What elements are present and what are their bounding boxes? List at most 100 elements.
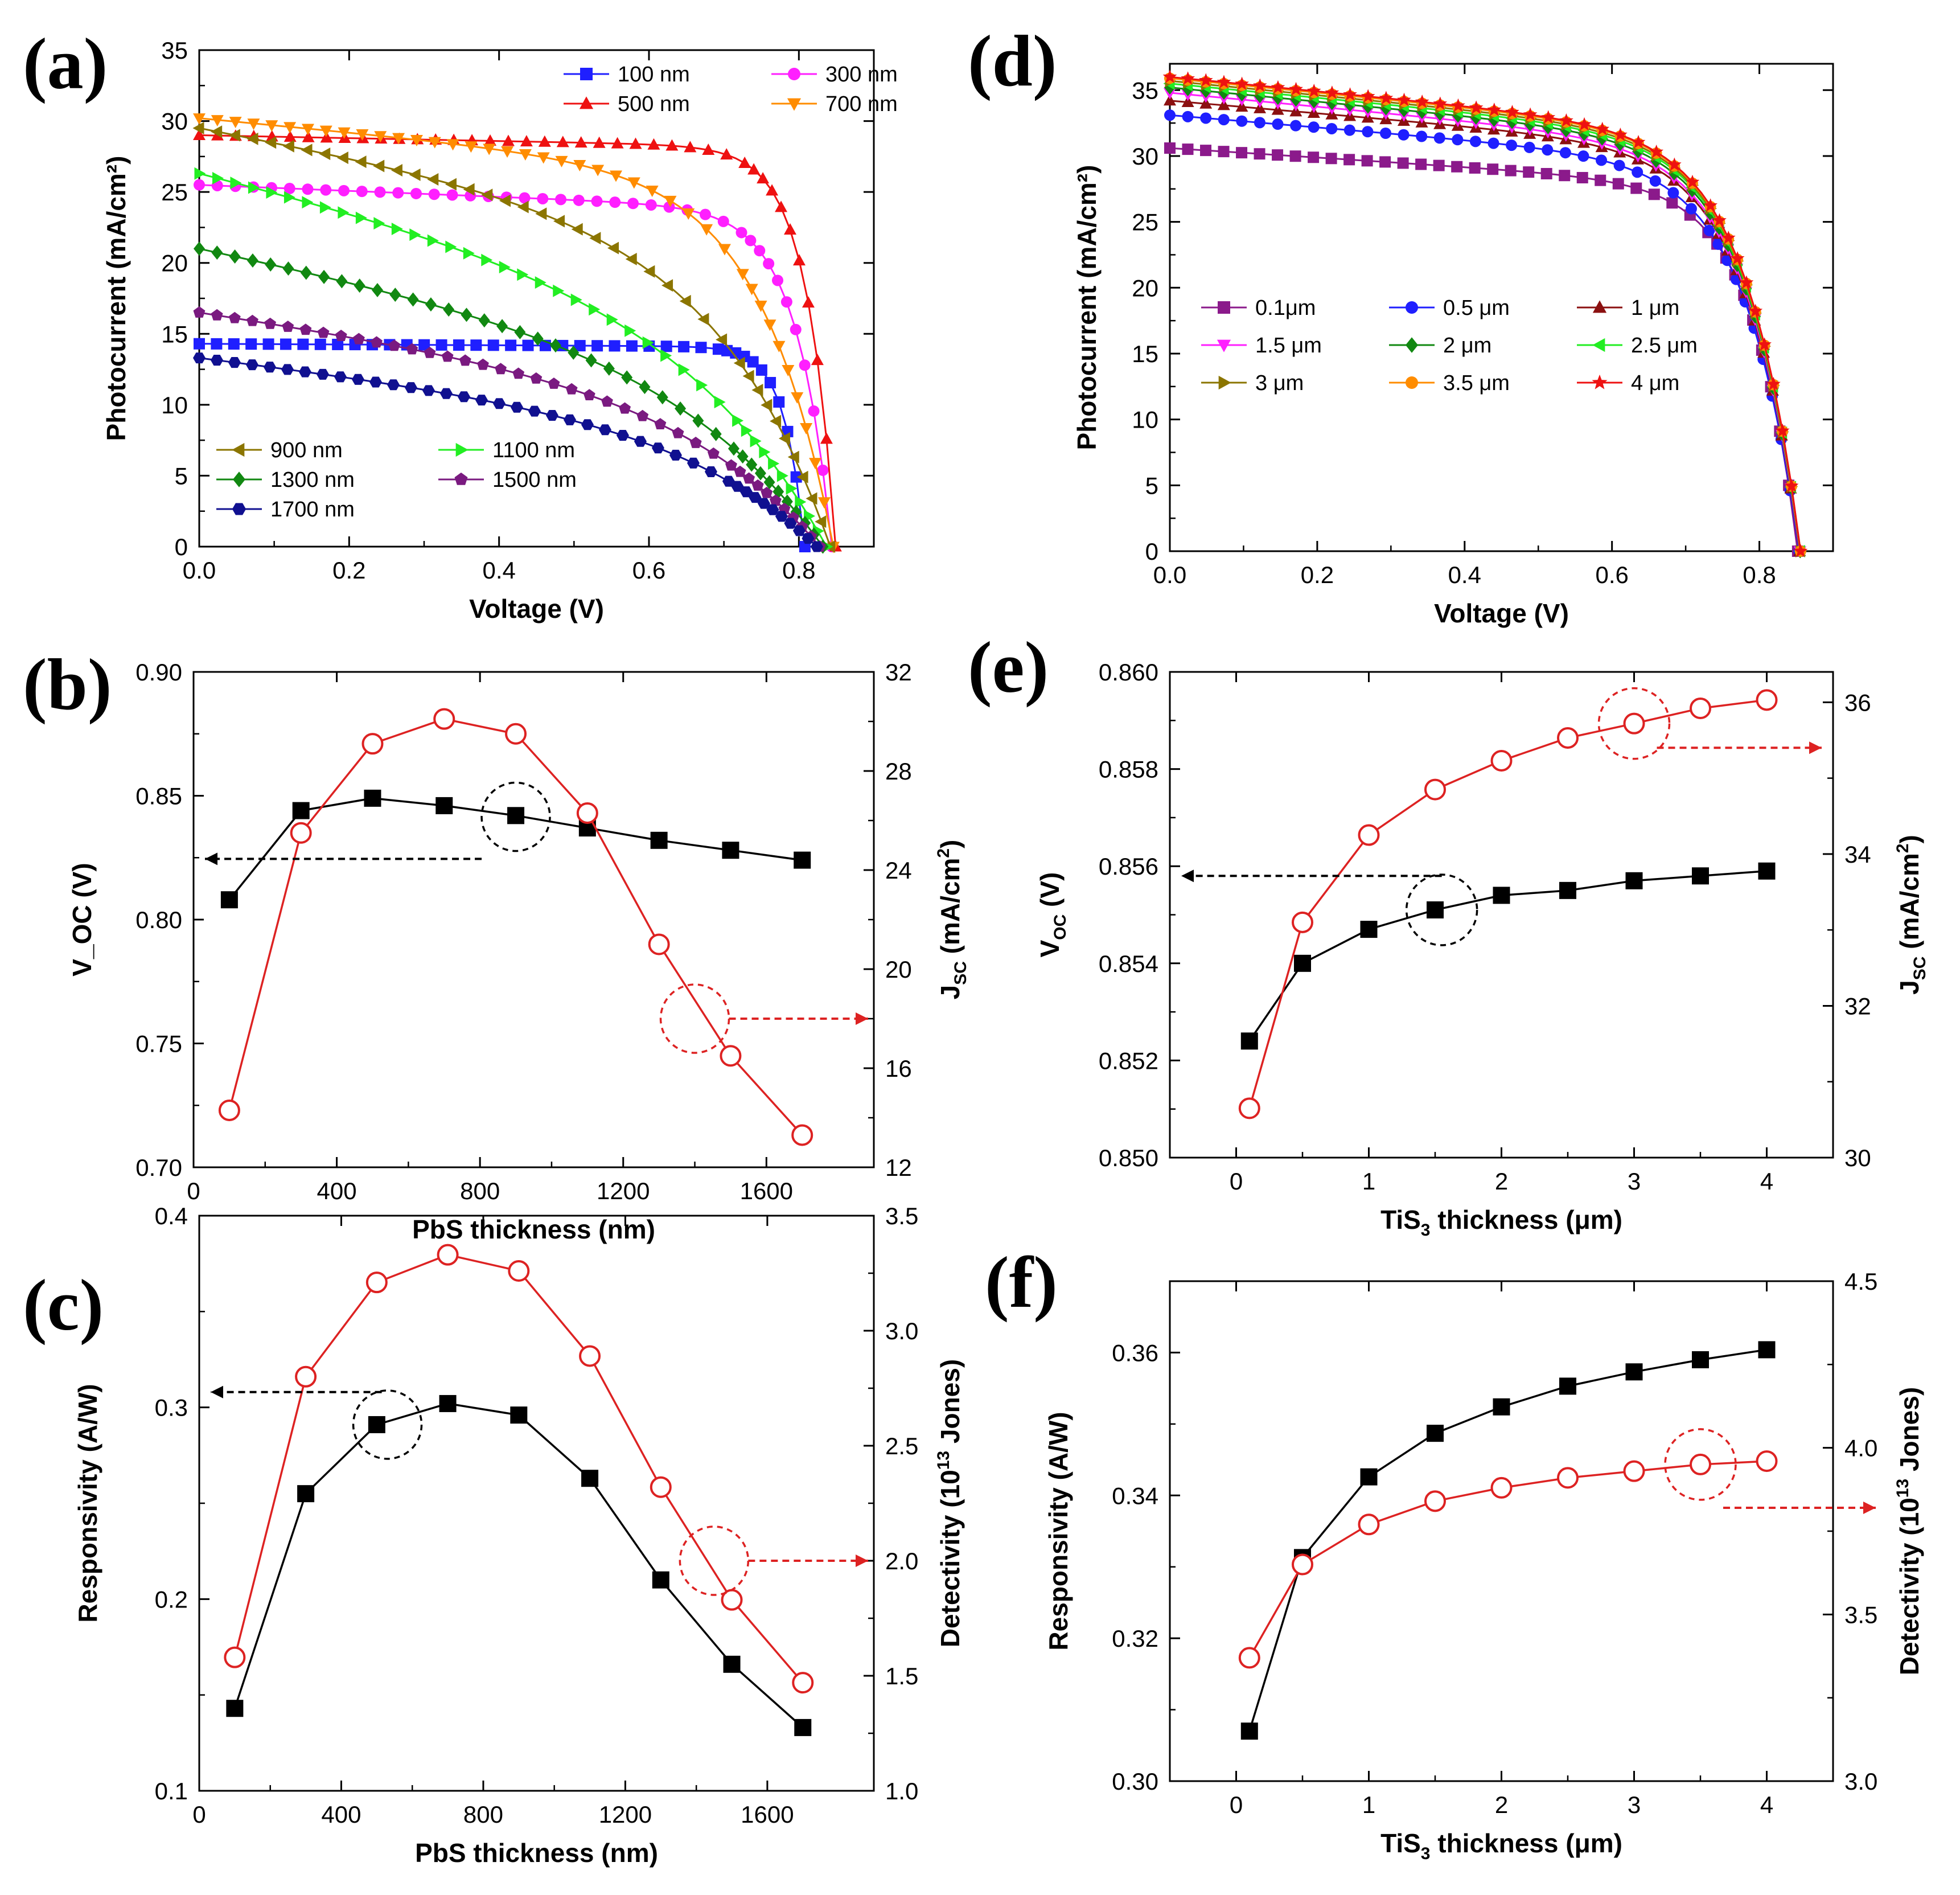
data-point: [720, 1045, 742, 1067]
data-point: [519, 149, 532, 161]
data-point: [465, 141, 478, 153]
right-y-tick-label: 3.0: [885, 1318, 918, 1344]
data-point: [352, 333, 365, 344]
left-y-tick-label: 0.856: [1099, 853, 1158, 880]
data-point: [766, 184, 779, 196]
right-y-tick-label: 1.5: [885, 1663, 918, 1689]
data-point: [603, 361, 615, 376]
data-point: [792, 1672, 814, 1694]
data-point: [815, 515, 827, 528]
data-point: [1218, 114, 1230, 126]
data-point: [245, 338, 257, 350]
data-point: [1308, 121, 1320, 133]
data-point: [1748, 303, 1763, 317]
data-point: [210, 355, 223, 366]
plot-frame: [198, 1215, 875, 1792]
data-point: [1240, 1722, 1258, 1740]
data-point: [722, 475, 735, 487]
data-point: [1415, 158, 1427, 170]
data-point: [1306, 83, 1321, 97]
data-point: [371, 282, 383, 297]
left-y-tick-label: 25: [161, 179, 188, 206]
data-point: [1290, 120, 1302, 132]
data-point: [319, 147, 331, 161]
series-line: [199, 184, 833, 547]
data-point: [742, 370, 754, 383]
x-tick-label: 3: [1628, 1168, 1641, 1195]
data-point: [573, 194, 585, 206]
data-point: [228, 338, 240, 350]
data-point: [1397, 157, 1409, 169]
data-point: [568, 345, 580, 360]
series-0: [1240, 1341, 1776, 1740]
annotation-arrow-head: [1181, 869, 1194, 883]
data-point: [629, 137, 642, 149]
data-point: [574, 340, 586, 352]
data-point: [528, 405, 541, 417]
data-point: [355, 155, 367, 169]
left-y-tick-label: 0.858: [1099, 756, 1158, 783]
data-point: [265, 136, 277, 149]
annotation-circle: [1664, 1428, 1737, 1501]
data-point: [1775, 423, 1790, 437]
data-point: [692, 413, 704, 428]
x-axis-title: TiS3 thickness (μm): [1380, 1205, 1622, 1240]
data-point: [283, 130, 297, 142]
data-point: [369, 376, 382, 388]
data-point: [1505, 165, 1517, 177]
series-1: [224, 1244, 814, 1694]
y2-axis-title-part: (mA/cm: [1895, 853, 1924, 956]
data-point: [282, 320, 294, 332]
x-tick-label: 400: [321, 1801, 361, 1828]
data-point: [418, 339, 430, 351]
data-point: [281, 364, 294, 375]
data-point: [791, 1124, 813, 1146]
right-y-tick-label: 3.5: [1844, 1601, 1877, 1628]
panel-e: 0 1 2 3 40.8500.8520.8540.8560.8580.86030323…: [968, 627, 1929, 1240]
data-point: [723, 1655, 741, 1673]
plot-frame: [1169, 671, 1834, 1159]
data-point: [1272, 149, 1284, 161]
data-point: [1758, 862, 1776, 880]
data-point: [707, 447, 720, 459]
data-point: [228, 311, 241, 323]
legend-marker: [579, 96, 594, 109]
data-point: [1379, 156, 1391, 168]
right-y-tick-label: 2.5: [885, 1433, 918, 1459]
data-point: [424, 346, 436, 358]
data-point: [364, 789, 381, 807]
panel-label: (d): [968, 20, 1057, 101]
data-point: [820, 432, 833, 444]
legend-bottom: 900 nm 1100 nm 1300 nm 1500 nm 1700 nm: [216, 438, 577, 522]
data-point: [1451, 98, 1465, 112]
data-point: [437, 1244, 459, 1266]
right-y-tick-label: 24: [885, 857, 912, 884]
data-point: [246, 132, 258, 145]
data-point: [1452, 134, 1464, 146]
y2-axis-title-part: J: [935, 985, 965, 1000]
data-point: [499, 194, 511, 207]
data-point: [1164, 94, 1176, 106]
annotation-0: [205, 781, 551, 866]
annotation-1: [1597, 687, 1822, 760]
data-point: [806, 492, 817, 505]
data-point: [246, 314, 258, 326]
annotation-circle: [1405, 873, 1478, 946]
data-point: [817, 464, 829, 476]
data-point: [750, 434, 762, 448]
y2-axis-title-part: J: [1895, 980, 1924, 995]
x-tick-label: 0.6: [1595, 561, 1628, 588]
data-point: [1630, 182, 1642, 194]
series-4: [192, 122, 836, 553]
data-point: [773, 396, 785, 408]
x-tick-label: 0.8: [782, 557, 815, 584]
right-y-tick-label: 4.5: [1844, 1268, 1877, 1295]
left-y-tick-label: 25: [1132, 209, 1158, 236]
data-point: [406, 343, 418, 355]
y-axis-title: VOC (V): [1035, 872, 1070, 958]
data-point: [749, 492, 762, 503]
annotation-arrow-head: [211, 1385, 223, 1398]
data-point: [355, 211, 367, 224]
data-point: [409, 228, 421, 241]
data-point: [1540, 168, 1552, 180]
